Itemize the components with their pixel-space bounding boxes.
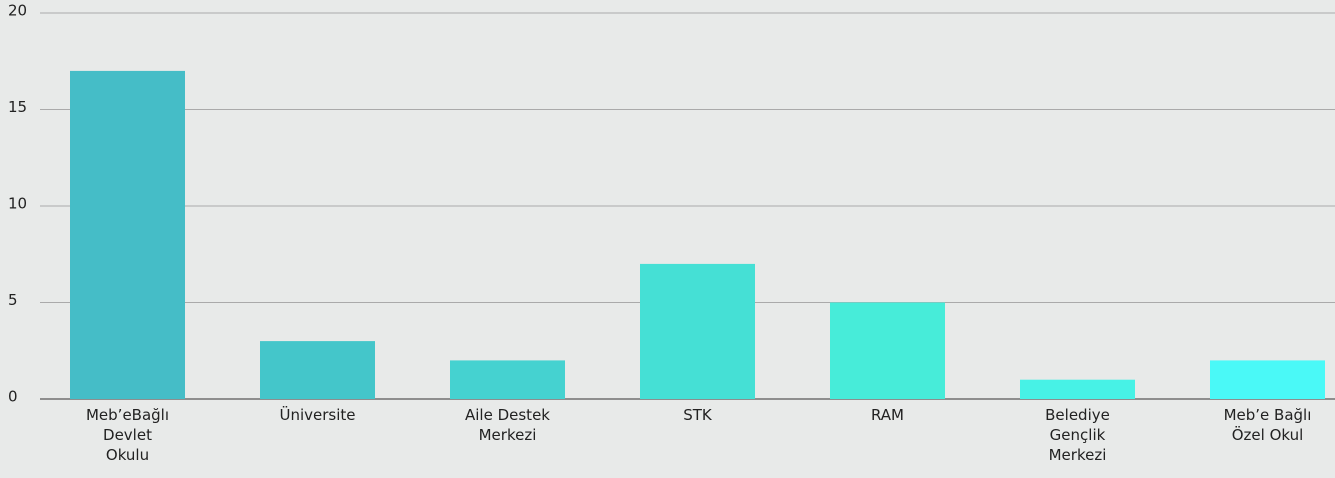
x-tick-label: Meb’eBağlı Devlet Okulu (86, 406, 169, 464)
y-tick-label: 20 (8, 2, 27, 20)
bar (1210, 360, 1325, 399)
x-tick-label: Meb’e Bağlı Özel Okul (1224, 406, 1312, 444)
bar (450, 360, 565, 399)
bar (1020, 379, 1135, 399)
x-tick-label: Üniversite (279, 405, 355, 424)
x-tick-label: Aile Destek Merkezi (465, 406, 550, 444)
bar (830, 302, 945, 399)
bar (640, 263, 755, 399)
y-tick-label: 15 (8, 98, 27, 116)
y-tick-label: 0 (8, 388, 18, 406)
y-tick-label: 10 (8, 195, 27, 213)
y-tick-label: 5 (8, 291, 18, 309)
x-tick-label: STK (683, 406, 713, 424)
bar (260, 341, 375, 399)
x-tick-label: Belediye Gençlik Merkezi (1045, 406, 1110, 464)
bar (70, 70, 185, 400)
x-tick-label: RAM (871, 406, 904, 424)
